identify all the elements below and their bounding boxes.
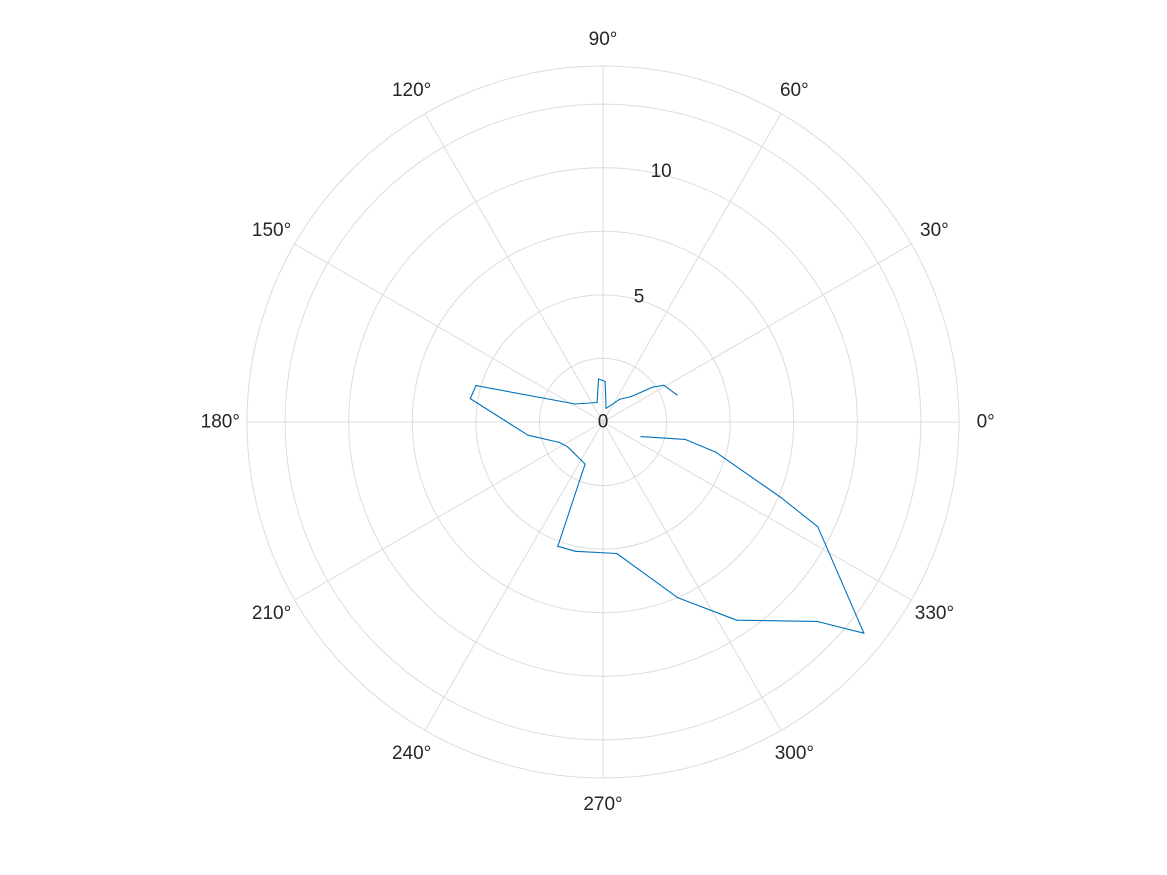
grid-spoke-210 (294, 421, 604, 601)
data-point-0-5 (605, 407, 607, 409)
theta-tick-label-90: 90° (589, 29, 618, 50)
data-point-0-17 (574, 550, 577, 552)
data-point-0-1 (663, 384, 665, 386)
data-point-0-14 (567, 446, 569, 448)
data-point-0-22 (863, 632, 865, 634)
theta-tick-label-60: 60° (780, 80, 809, 101)
grid-spoke-120 (424, 113, 604, 423)
data-point-0-16 (557, 545, 559, 547)
theta-tick-label-150: 150° (252, 220, 291, 241)
data-point-0-27 (640, 436, 642, 438)
data-point-0-18 (616, 552, 618, 555)
theta-tick-label-30: 30° (920, 220, 949, 241)
grid-spoke-30 (602, 243, 912, 423)
data-point-0-6 (604, 380, 606, 382)
theta-tick-label-120: 120° (392, 80, 431, 101)
r-tick-label-0: 0 (598, 412, 609, 433)
data-point-0-9 (574, 403, 576, 405)
data-point-0-25 (715, 451, 717, 453)
theta-tick-label-0: 0° (977, 412, 995, 433)
data-point-0-13 (558, 441, 560, 443)
data-point-0-21 (816, 620, 818, 623)
polar-grid (246, 65, 960, 779)
data-point-0-4 (618, 398, 621, 400)
theta-tick-label-300: 300° (775, 743, 814, 764)
r-tick-label-10: 10 (651, 161, 672, 182)
data-point-0-15 (584, 463, 586, 465)
grid-spoke-150 (294, 243, 604, 423)
data-point-0-26 (684, 438, 686, 440)
data-point-0-12 (527, 434, 529, 436)
data-point-0-7 (597, 378, 600, 380)
data-point-0-19 (676, 597, 679, 599)
theta-tick-label-180: 180° (201, 412, 240, 433)
data-point-0-10 (475, 385, 477, 387)
data-point-0-23 (817, 526, 819, 528)
data-point-0-0 (676, 394, 678, 396)
data-point-0-3 (630, 395, 632, 398)
series-line-0 (469, 378, 865, 634)
theta-tick-label-210: 210° (252, 603, 291, 624)
grid-spoke-240 (424, 421, 604, 731)
data-point-0-24 (780, 496, 782, 499)
theta-tick-label-240: 240° (392, 743, 431, 764)
data-point-0-8 (596, 401, 598, 404)
axis-labels: 0° 30° 60° 90° 120° 150° 180° 210° 240° 270° 300° 3… (201, 29, 995, 815)
grid-spoke-330 (602, 421, 912, 601)
r-tick-label-5: 5 (634, 286, 645, 307)
data-point-0-2 (652, 386, 654, 388)
theta-tick-label-270: 270° (583, 794, 622, 815)
theta-tick-label-330: 330° (915, 603, 954, 624)
data-point-0-11 (469, 398, 471, 400)
data-point-0-20 (736, 619, 738, 621)
grid-spoke-300 (602, 421, 782, 731)
data-layer (469, 378, 865, 634)
grid-spoke-60 (602, 113, 782, 423)
